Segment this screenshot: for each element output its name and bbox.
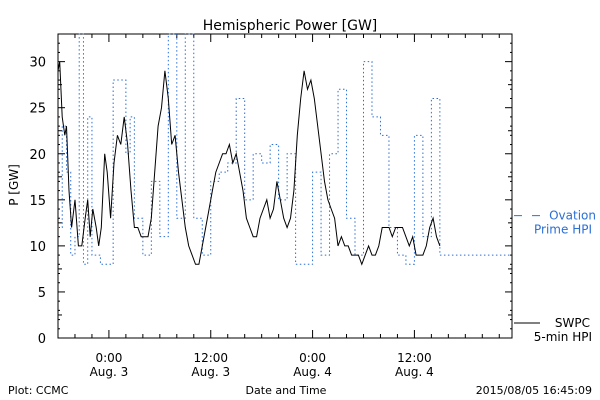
x-tick-label-date: Aug. 3 — [90, 365, 129, 379]
y-axis-label: P [GW] — [7, 164, 21, 206]
x-tick-label-time: 0:00 — [95, 351, 122, 365]
ovation-prime-hpi-line — [58, 33, 512, 265]
chart-title: Hemispheric Power [GW] — [203, 18, 378, 34]
swpc-legend-label-2: 5-min HPI — [534, 330, 592, 344]
ovation-legend-label: Ovation — [549, 209, 596, 223]
ovation-legend-label-2: Prime HPI — [534, 223, 592, 237]
x-axis-label: Date and Time — [246, 384, 327, 397]
ovation-prime-hpi-series — [58, 33, 512, 265]
y-tick-label: 10 — [29, 240, 46, 255]
x-tick-label-time: 12:00 — [397, 351, 432, 365]
y-tick-label: 25 — [29, 102, 46, 117]
swpc-legend-label: SWPC — [555, 316, 590, 330]
x-tick-label-time: 0:00 — [299, 351, 326, 365]
x-tick-label-time: 12:00 — [193, 351, 228, 365]
plot-frame — [57, 33, 513, 339]
swpc-hpi-series — [57, 61, 441, 266]
y-tick-label: 20 — [29, 148, 46, 163]
x-tick-label-date: Aug. 4 — [293, 365, 332, 379]
x-tick-label-date: Aug. 3 — [191, 365, 230, 379]
y-tick-label: 15 — [29, 194, 46, 209]
swpc-hpi-line — [57, 61, 441, 266]
y-tick-label: 5 — [38, 286, 46, 301]
y-tick-label: 30 — [29, 56, 46, 71]
y-tick-label: 0 — [38, 332, 46, 347]
footer-source: Plot: CCMC — [8, 384, 69, 397]
footer-timestamp: 2015/08/05 16:45:09 — [476, 384, 592, 397]
x-tick-label-date: Aug. 4 — [395, 365, 434, 379]
